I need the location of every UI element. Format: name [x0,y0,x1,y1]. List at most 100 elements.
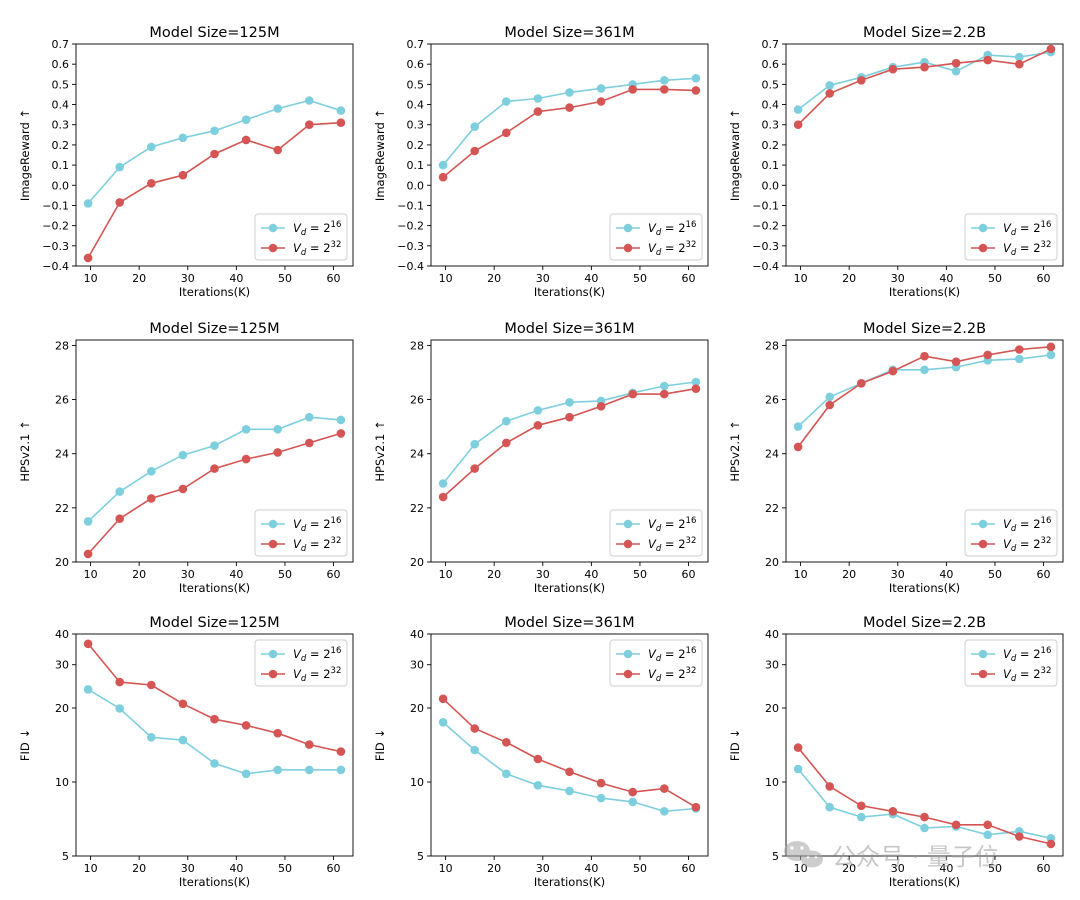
chart-panel: Model Size=125M 10 20 30 40 50 60 20 22 24 26 28 Ite… [18,321,354,595]
x-tick-label: 40 [229,568,243,581]
legend-label: Vd = 216 [1003,646,1051,664]
data-point [305,120,314,129]
x-tick-label: 50 [988,568,1002,581]
legend-label-exponent: 32 [686,240,697,250]
legend-label-variable: V [293,517,302,531]
legend-label: Vd = 232 [293,240,341,258]
data-point [857,379,866,388]
chart-panel: Model Size=2.2B 10 20 30 40 50 60 −0.4 −0.3 −0.2 −… [728,25,1064,299]
legend-label-exponent: 16 [1041,516,1052,526]
data-point [305,96,314,105]
chart-panel: Model Size=361M 10 20 30 40 50 60 20 22 24 26 28 Ite… [373,321,709,595]
legend-label-variable: V [648,221,657,235]
data-point [147,680,156,690]
legend-label-equals: = 2 [1016,517,1040,531]
legend-label-subscript: d [1011,228,1017,238]
legend-label-exponent: 16 [686,220,697,230]
y-tick-label: 30 [410,659,424,672]
legend-label: Vd = 216 [293,220,341,238]
data-point [147,494,156,503]
x-tick-label: 50 [988,272,1002,285]
data-point [1046,839,1056,849]
data-point [210,759,219,768]
data-point [1015,354,1024,364]
data-point [793,105,803,114]
legend-label-exponent: 32 [1041,666,1052,676]
x-tick-label: 10 [84,272,98,285]
x-tick-label: 40 [229,862,243,875]
legend-label-variable: V [293,647,302,661]
data-point [336,415,346,425]
x-tick-label: 30 [181,862,195,875]
legend-label: Vd = 216 [648,516,696,534]
legend-marker [978,223,988,233]
legend-label-exponent: 32 [331,536,342,546]
legend-marker [268,669,278,679]
legend-label-variable: V [648,241,657,255]
data-point [920,351,929,361]
plot-frame [785,339,1064,563]
data-point [438,160,448,170]
legend-label-subscript: d [656,524,662,534]
data-point [793,422,803,431]
legend-label-subscript: d [656,544,662,554]
legend-label-exponent: 32 [331,240,342,250]
series-line [442,381,697,485]
y-tick-label: −0.1 [397,199,424,212]
legend-label: Vd = 232 [293,666,341,684]
data-point [438,492,448,502]
x-tick-label: 40 [229,272,243,285]
legend-label-variable: V [648,537,657,551]
y-tick-label: −0.2 [752,220,779,233]
data-point [1015,345,1024,354]
data-point [83,517,93,526]
y-tick-label: 0.4 [52,99,70,112]
data-point [210,126,219,136]
data-point [983,830,992,840]
data-point [470,745,480,755]
legend-marker [623,243,633,253]
x-tick-label: 50 [278,272,292,285]
data-point [273,448,283,457]
legend-label-variable: V [1003,517,1012,531]
legend-label-equals: = 2 [1016,241,1040,255]
data-point [115,514,124,523]
legend-label-exponent: 32 [1041,240,1052,250]
x-tick-label: 60 [1037,568,1051,581]
series-line [442,721,696,813]
legend-label-subscript: d [301,228,307,238]
x-tick-label: 40 [939,272,953,285]
y-tick-label: 40 [765,628,779,641]
y-tick-label: 20 [55,556,69,569]
y-tick-label: 26 [55,394,69,407]
y-tick-label: 0.6 [407,58,425,71]
legend-label: Vd = 232 [1003,240,1051,258]
legend-label-equals: = 2 [306,241,330,255]
data-point [533,406,543,415]
legend-label-equals: = 2 [306,647,330,661]
y-axis-label: ImageReward ↑ [728,109,742,201]
data-point [1046,342,1056,352]
x-tick-label: 40 [584,272,598,285]
y-tick-label: 24 [765,448,779,461]
x-tick-label: 50 [988,862,1002,875]
legend-marker [268,243,278,253]
legend-label: Vd = 216 [1003,516,1051,534]
y-tick-label: 0.5 [52,78,70,91]
y-tick-label: 20 [410,702,424,715]
legend-label-variable: V [1003,221,1012,235]
y-tick-label: 22 [55,502,69,515]
legend-label-equals: = 2 [661,241,685,255]
legend-label-variable: V [293,537,302,551]
legend-label-equals: = 2 [661,517,685,531]
x-tick-label: 20 [842,862,856,875]
data-point [565,398,574,407]
legend-label: Vd = 216 [648,220,696,238]
y-axis-label: FID ↓ [728,729,742,761]
x-axis-label: Iterations(K) [179,581,250,595]
x-axis-label: Iterations(K) [889,285,960,299]
data-point [628,787,637,797]
data-point [793,764,803,774]
